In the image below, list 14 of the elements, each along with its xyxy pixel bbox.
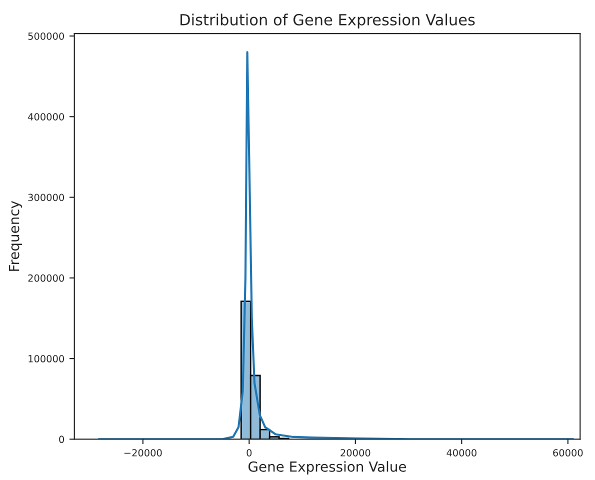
x-tick-label: 60000	[553, 449, 583, 456]
x-tick-label: 0	[246, 449, 252, 456]
y-tick-label: 500000	[28, 32, 64, 40]
y-tick-label: 0	[59, 436, 64, 444]
x-tick-label: 40000	[446, 449, 476, 456]
y-tick-label: 100000	[28, 355, 64, 362]
x-axis-title: Gene Expression Value	[248, 461, 406, 475]
x-tick-label: −20000	[124, 449, 162, 456]
y-tick-label: 300000	[28, 194, 64, 202]
chart-title: Distribution of Gene Expression Values	[180, 14, 475, 28]
y-tick-label: 400000	[28, 113, 64, 120]
x-tick-label: 20000	[340, 449, 370, 456]
y-axis-title: Frequency	[8, 200, 22, 271]
y-tick-label: 200000	[28, 274, 64, 282]
